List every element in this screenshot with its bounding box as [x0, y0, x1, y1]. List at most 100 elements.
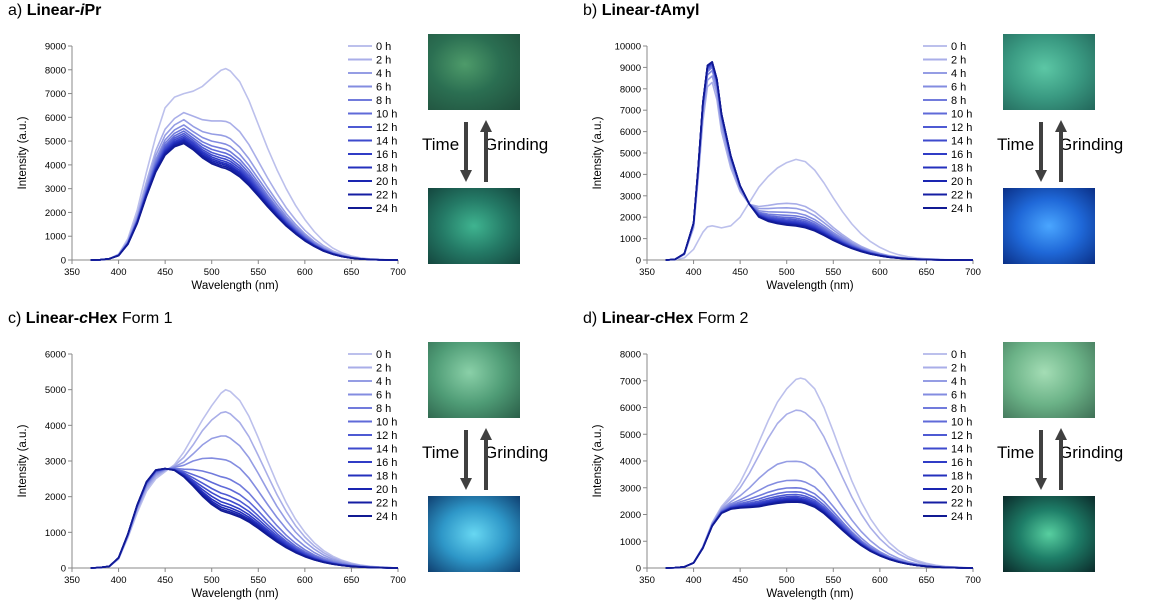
y-tick-label: 6000 [620, 403, 641, 414]
legend-entry: 2 h [376, 55, 391, 67]
grinding-label: Grinding [1059, 443, 1124, 462]
x-axis-label: Wavelength (nm) [766, 588, 853, 600]
y-tick-label: 1000 [45, 232, 66, 243]
x-axis-label: Wavelength (nm) [766, 280, 853, 292]
y-tick-label: 8000 [45, 65, 66, 76]
y-axis-label: Intensity (a.u.) [592, 116, 604, 189]
y-axis-label: Intensity (a.u.) [592, 424, 604, 497]
x-tick-label: 350 [64, 267, 80, 278]
photo-before [428, 34, 520, 110]
series-line [665, 60, 973, 261]
y-tick-label: 2000 [45, 208, 66, 219]
legend-entry: 12 h [376, 122, 397, 134]
x-tick-label: 600 [297, 267, 313, 278]
x-tick-label: 500 [204, 575, 220, 586]
panel-title: a) Linear-iPr [8, 2, 102, 19]
legend-entry: 0 h [376, 41, 391, 53]
legend-entry: 20 h [376, 176, 397, 188]
series-line [90, 142, 399, 261]
x-tick-label: 500 [779, 267, 795, 278]
legend-entry: 0 h [951, 41, 966, 53]
legend-entry: 14 h [376, 444, 397, 456]
x-tick-label: 550 [250, 267, 266, 278]
legend-entry: 16 h [376, 457, 397, 469]
y-tick-label: 0 [61, 564, 66, 575]
legend-entry: 0 h [951, 349, 966, 361]
x-tick-label: 500 [779, 575, 795, 586]
y-tick-label: 3000 [45, 184, 66, 195]
legend-entry: 24 h [951, 511, 972, 523]
legend-entry: 24 h [376, 203, 397, 215]
legend-entry: 16 h [376, 149, 397, 161]
y-tick-label: 8000 [620, 84, 641, 95]
legend-entry: 2 h [951, 55, 966, 67]
y-tick-label: 7000 [620, 376, 641, 387]
y-tick-label: 6000 [45, 350, 66, 361]
legend-entry: 16 h [951, 457, 972, 469]
panel-d: d) Linear-cHex Form 2 0 1000 2000 3000 4000 5… [575, 308, 1149, 616]
up-arrow-icon [1055, 428, 1067, 440]
panel-c: c) Linear-cHex Form 1 0 1000 2000 3000 4000 5… [0, 308, 574, 616]
y-tick-label: 10000 [615, 42, 641, 53]
legend-entry: 8 h [376, 403, 391, 415]
legend-entry: 14 h [951, 136, 972, 148]
legend-entry: 8 h [951, 95, 966, 107]
panel-title: b) Linear-tAmyl [583, 2, 700, 19]
series-line [665, 158, 974, 261]
legend-entry: 22 h [376, 498, 397, 510]
legend-entry: 18 h [376, 163, 397, 175]
y-axis-label: Intensity (a.u.) [17, 424, 29, 497]
y-tick-label: 3000 [45, 457, 66, 468]
grinding-label: Grinding [484, 135, 549, 154]
x-axis-label: Wavelength (nm) [191, 280, 278, 292]
arrows [460, 428, 492, 490]
y-tick-label: 5000 [45, 137, 66, 148]
y-tick-label: 5000 [620, 430, 641, 441]
up-arrow-icon [480, 120, 492, 132]
photo-after [1003, 496, 1095, 572]
spectrum-plot: 0 1000 2000 3000 4000 5000 6000 7000 8000 350 400 4… [592, 349, 981, 600]
legend-entry: 4 h [376, 68, 391, 80]
arrows [1035, 428, 1067, 490]
legend-entry: 10 h [951, 417, 972, 429]
up-arrow-icon [1055, 120, 1067, 132]
photo-before [428, 342, 520, 418]
legend-entry: 22 h [951, 190, 972, 202]
legend-entry: 24 h [951, 203, 972, 215]
photo-after [428, 188, 520, 264]
x-tick-label: 700 [965, 575, 981, 586]
legend-entry: 8 h [951, 403, 966, 415]
x-tick-label: 400 [686, 267, 702, 278]
legend-entry: 18 h [951, 471, 972, 483]
legend-entry: 4 h [951, 68, 966, 80]
legend-entry: 20 h [951, 176, 972, 188]
arrows [1035, 120, 1067, 182]
y-axis-label: Intensity (a.u.) [17, 116, 29, 189]
x-tick-label: 700 [965, 267, 981, 278]
down-arrow-icon [460, 478, 472, 490]
y-tick-label: 5000 [45, 385, 66, 396]
spectrum-plot: 0 1000 2000 3000 4000 5000 6000 350 400 450 500 550… [17, 349, 406, 600]
y-tick-label: 2000 [620, 213, 641, 224]
spectrum-plot: 0 1000 2000 3000 4000 5000 6000 7000 8000 9000 100… [592, 41, 981, 292]
series-line [665, 501, 974, 569]
y-tick-label: 7000 [45, 89, 66, 100]
y-tick-label: 5000 [620, 149, 641, 160]
x-tick-label: 500 [204, 267, 220, 278]
time-label: Time [997, 135, 1035, 154]
panel-title: c) Linear-cHex Form 1 [8, 310, 173, 327]
y-tick-label: 6000 [620, 127, 641, 138]
y-tick-label: 1000 [620, 537, 641, 548]
down-arrow-icon [460, 170, 472, 182]
x-tick-label: 700 [390, 267, 406, 278]
down-arrow-icon [1035, 170, 1047, 182]
y-tick-label: 4000 [45, 160, 66, 171]
y-tick-label: 1000 [45, 528, 66, 539]
legend-entry: 10 h [376, 417, 397, 429]
legend-entry: 4 h [951, 376, 966, 388]
legend-entry: 14 h [951, 444, 972, 456]
legend-entry: 8 h [376, 95, 391, 107]
y-tick-label: 9000 [620, 63, 641, 74]
legend-entry: 24 h [376, 511, 397, 523]
x-tick-label: 650 [343, 575, 359, 586]
